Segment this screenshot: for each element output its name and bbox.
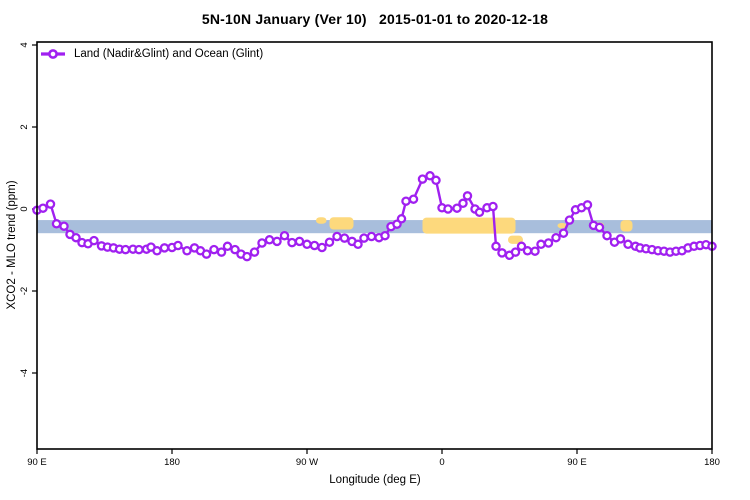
chart-title: 5N-10N January (Ver 10) 2015-01-01 to 20… — [201, 11, 549, 27]
series-point-marker — [491, 241, 501, 252]
y-tick-label: -2 — [19, 287, 30, 295]
orange-shading-patch — [316, 217, 327, 224]
series-point-marker — [257, 238, 267, 248]
y-tick-label: -4 — [19, 369, 30, 377]
series-point-marker — [89, 235, 99, 246]
series-point-marker — [45, 199, 56, 209]
series-point-marker — [462, 191, 473, 201]
series-point-marker — [431, 175, 441, 186]
series-point-marker — [558, 228, 569, 238]
series-point-marker — [279, 230, 290, 241]
series-point-marker — [536, 239, 546, 250]
series-point-marker — [71, 232, 81, 243]
series-point-marker — [564, 215, 575, 225]
series-point-marker — [425, 171, 435, 181]
series-point-marker — [242, 251, 252, 262]
series-point-marker — [339, 233, 350, 243]
series-markers — [32, 171, 717, 262]
series-point-marker — [615, 234, 626, 244]
series-point-marker — [317, 242, 327, 253]
legend-label: Land (Nadir&Glint) and Ocean (Glint) — [74, 48, 264, 60]
series-point-marker — [488, 201, 498, 212]
series-point-marker — [474, 207, 485, 218]
y-tick-label: 2 — [19, 124, 30, 129]
series-point-marker — [324, 237, 335, 247]
orange-shading-patch — [620, 220, 633, 232]
x-tick-label: 90 E — [567, 457, 587, 468]
legend-line-marker-icon — [41, 49, 65, 59]
series-point-marker — [396, 214, 407, 224]
series-point-marker — [522, 246, 533, 256]
series-point-marker — [159, 243, 170, 253]
series-point-marker — [366, 231, 377, 242]
series-point-marker — [594, 222, 605, 233]
legend: Land (Nadir&Glint) and Ocean (Glint) — [41, 48, 263, 60]
y-axis-label: XCO2 - MLO trend (ppm) — [6, 180, 18, 310]
series-point-marker — [249, 247, 260, 257]
series-point-marker — [458, 198, 468, 209]
series-point-marker — [359, 233, 369, 243]
x-tick-label: 0 — [439, 457, 444, 468]
series-point-marker — [543, 238, 554, 248]
series-point-marker — [59, 221, 69, 231]
series-point-marker — [443, 204, 453, 214]
x-axis-label: Longitude (deg E) — [329, 474, 421, 486]
series-point-marker — [182, 246, 192, 256]
orange-shading-patch — [557, 222, 567, 229]
series-point-marker — [201, 249, 212, 259]
series-point-marker — [380, 230, 390, 241]
y-tick-label: 0 — [19, 206, 30, 211]
series-point-marker — [353, 239, 363, 250]
series-point-marker — [294, 236, 305, 247]
series-point-marker — [401, 196, 411, 206]
series-point-marker — [302, 239, 312, 250]
series-point-marker — [417, 174, 428, 184]
series-point-marker — [602, 230, 612, 241]
series-point-marker — [51, 219, 62, 229]
series-point-marker — [152, 246, 162, 256]
series-point-marker — [134, 244, 144, 255]
series-point-marker — [530, 246, 540, 256]
x-tick-label: 90 W — [296, 457, 318, 468]
series-point-marker — [510, 247, 521, 257]
series-point-marker — [309, 240, 320, 251]
blue-reference-band — [37, 220, 712, 234]
series-point-marker — [287, 237, 297, 248]
series-point-marker — [332, 231, 342, 242]
x-tick-label: 90 E — [27, 457, 47, 468]
x-tick-label: 180 — [164, 457, 180, 468]
orange-shading-patch — [508, 235, 523, 244]
series-point-marker — [264, 235, 275, 245]
series-point-marker — [623, 239, 633, 250]
series-point-marker — [222, 241, 233, 252]
series-point-marker — [38, 203, 48, 213]
series-point-marker — [516, 241, 527, 252]
series-point-marker — [582, 200, 593, 210]
series-point-marker — [272, 236, 282, 247]
series-point-marker — [216, 247, 227, 257]
series-point-marker — [120, 244, 131, 255]
series-point-marker — [230, 244, 240, 255]
orange-shading-patch — [422, 217, 516, 234]
orange-shading-patch — [329, 217, 354, 230]
series-point-marker — [497, 248, 507, 258]
series-point-marker — [551, 232, 561, 243]
series-point-marker — [452, 203, 462, 213]
plot-frame — [36, 41, 713, 450]
series-point-marker — [173, 240, 183, 251]
x-tick-label: 180 — [704, 457, 720, 468]
series-point-marker — [209, 244, 219, 255]
series-point-marker — [408, 194, 419, 204]
y-tick-label: 4 — [19, 42, 30, 47]
